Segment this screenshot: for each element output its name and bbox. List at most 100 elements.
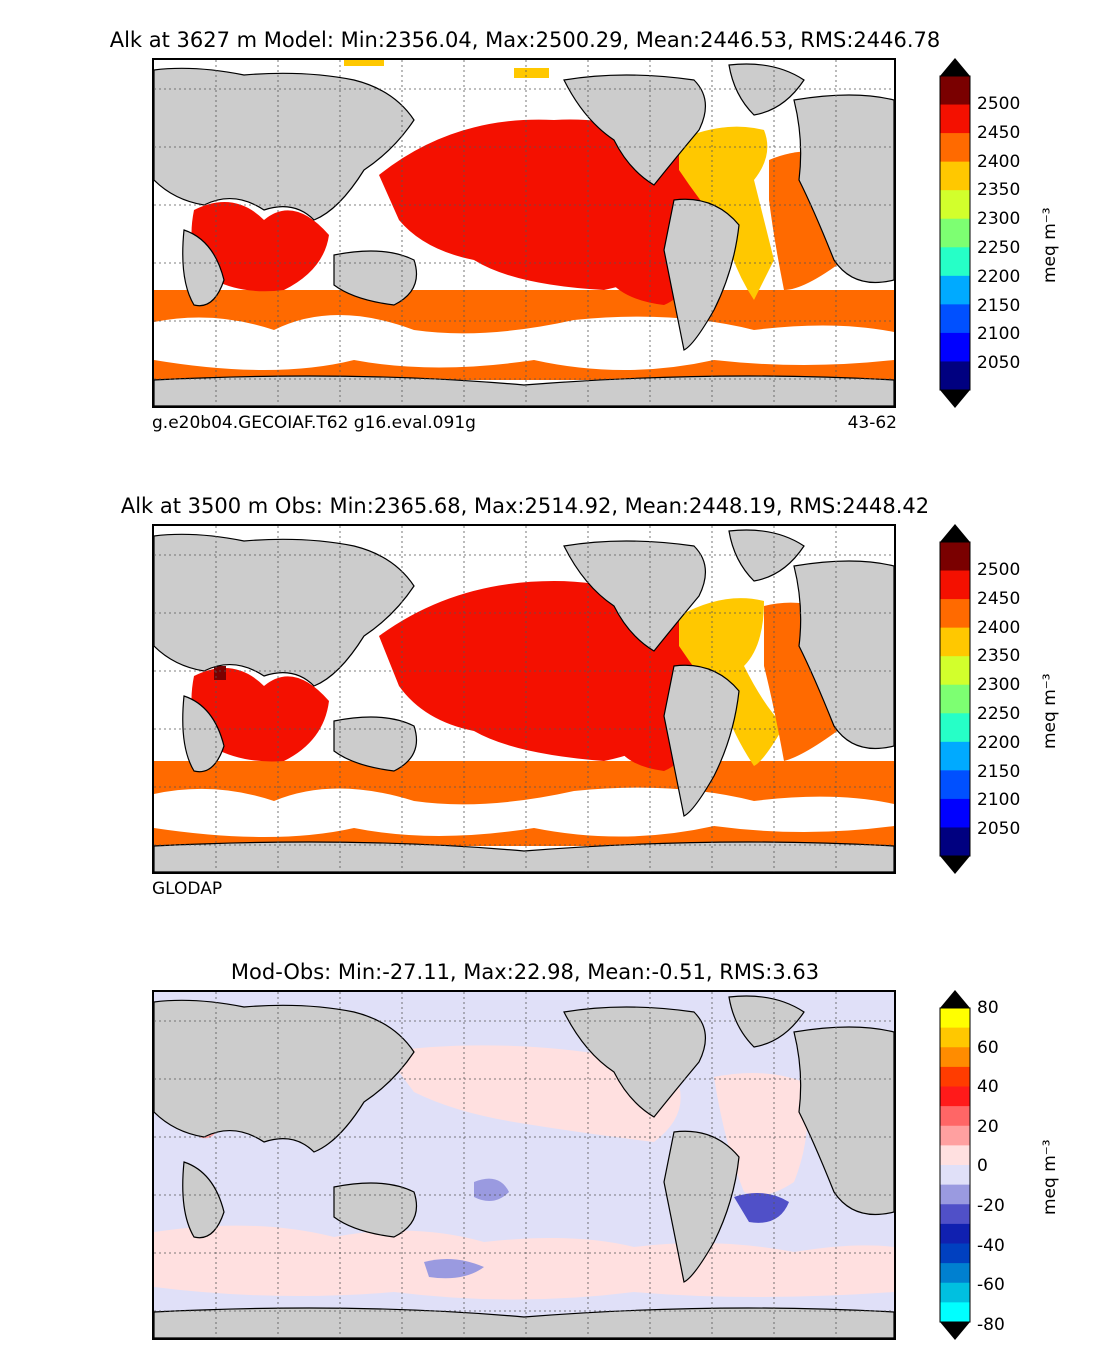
diff-colorbar-segment	[940, 1106, 970, 1127]
diff-colorbar-segment	[940, 1008, 970, 1029]
diff-colorbar-segment	[940, 1086, 970, 1107]
model-caption-years: 43-62	[847, 413, 897, 433]
europe-africa-land	[793, 94, 894, 284]
obs-colorbar-segment	[940, 570, 970, 600]
southern-ocean-gap	[154, 787, 894, 837]
greenland-land	[728, 995, 805, 1048]
model-colorbar-tick-label: 2050	[977, 353, 1021, 374]
obs-colorbar-tick-label: 2400	[977, 617, 1021, 638]
model-colorbar-segment	[940, 133, 970, 163]
south-atlantic-negative	[734, 1193, 789, 1223]
diff-colorbar-segment	[940, 1125, 970, 1146]
antarctica-land	[154, 375, 894, 406]
model-colorbar-tick-label: 2500	[977, 94, 1021, 114]
model-colorbar-segment	[940, 247, 970, 277]
diff-colorbar-tick-label: 40	[977, 1077, 999, 1098]
obs-caption-source: GLODAP	[152, 879, 223, 899]
southern-ocean-gap	[154, 315, 894, 370]
europe-africa-land	[793, 560, 894, 750]
diff-colorbar-svg	[939, 990, 971, 1340]
model-colorbar-frame	[939, 75, 971, 391]
model-colorbar-segment	[940, 76, 970, 106]
diff-colorbar-segment	[940, 1165, 970, 1186]
graticule	[154, 992, 894, 1338]
model-colorbar-tick-label: 2200	[977, 266, 1021, 287]
model-colorbar-tick-label: 2100	[977, 324, 1021, 345]
obs-colorbar-segment	[940, 542, 970, 572]
diff-colorbar-extend-min	[940, 1322, 970, 1340]
model-colorbar-tick-label: 2250	[977, 238, 1021, 258]
eurasia-land	[154, 999, 415, 1153]
model-colorbar-tick-label: 2350	[977, 180, 1021, 201]
model-colorbar-tick-label: 2400	[977, 151, 1021, 172]
diff-colorbar-tick-label: -80	[977, 1314, 1005, 1335]
obs-colorbar-segment	[940, 684, 970, 714]
model-colorbar-tick-label: 2300	[977, 209, 1021, 230]
diff-colorbar-tick-label: -60	[977, 1275, 1005, 1296]
diff-colorbar-unit-label: meq m⁻³	[1040, 1139, 1060, 1215]
north-america-land	[563, 74, 706, 186]
obs-colorbar-tick-label: 2350	[977, 646, 1021, 667]
diff-colorbar-tick-label: 0	[977, 1156, 988, 1177]
obs-colorbar-tick-label: 2450	[977, 588, 1021, 609]
europe-africa-land	[793, 1026, 894, 1216]
diff-colorbar-segment	[940, 1302, 970, 1323]
diff-map-canvas	[154, 992, 894, 1338]
model-map	[152, 58, 896, 408]
graticule	[154, 526, 894, 872]
model-map-title: Alk at 3627 m Model: Min:2356.04, Max:25…	[109, 28, 941, 52]
obs-colorbar-segment	[940, 741, 970, 771]
diff-colorbar-tick-label: 20	[977, 1116, 999, 1137]
obs-colorbar-extend-max	[940, 524, 970, 542]
obs-colorbar-tick-label: 2150	[977, 761, 1021, 782]
eurasia-land	[154, 67, 415, 221]
model-colorbar-segment	[940, 332, 970, 362]
diff-colorbar-segment	[940, 1066, 970, 1087]
model-colorbar-segment	[940, 304, 970, 334]
diff-colorbar-segment	[940, 1145, 970, 1166]
north-america-land	[563, 540, 706, 652]
diff-map-title: Mod-Obs: Min:-27.11, Max:22.98, Mean:-0.…	[230, 960, 820, 984]
diff-colorbar-segment	[940, 1263, 970, 1284]
obs-colorbar-segment	[940, 599, 970, 629]
obs-colorbar-unit-label: meq m⁻³	[1040, 673, 1060, 749]
africa-land	[182, 1161, 225, 1239]
model-colorbar-tick-label: 2150	[977, 295, 1021, 316]
model-colorbar-unit-label: meq m⁻³	[1040, 207, 1060, 283]
model-colorbar-extend-max	[940, 58, 970, 76]
indian-ocean-deep-water	[191, 202, 329, 292]
obs-map-canvas	[154, 526, 894, 872]
australia-land	[333, 250, 418, 306]
indian-ocean-deep-water	[191, 668, 329, 762]
tasman-negative	[474, 1178, 509, 1201]
obs-colorbar-svg	[939, 524, 971, 874]
model-colorbar-segment	[940, 218, 970, 248]
obs-colorbar-tick-label: 2500	[977, 560, 1021, 580]
obs-colorbar-segment	[940, 627, 970, 657]
obs-colorbar-tick-label: 2300	[977, 675, 1021, 696]
africa-land	[182, 229, 225, 307]
obs-colorbar-tick-label: 2200	[977, 732, 1021, 753]
model-map-canvas	[154, 60, 894, 406]
diff-colorbar-segment	[940, 1243, 970, 1264]
southern-negative	[424, 1258, 484, 1279]
obs-colorbar-segment	[940, 770, 970, 800]
model-colorbar-segment	[940, 161, 970, 191]
obs-colorbar-tick-label: 2100	[977, 790, 1021, 811]
diff-colorbar-segment	[940, 1184, 970, 1205]
diff-colorbar-tick-label: 60	[977, 1037, 999, 1058]
obs-colorbar-segment	[940, 656, 970, 686]
south-america-land	[663, 664, 740, 817]
obs-colorbar-tick-label: 2050	[977, 819, 1021, 840]
obs-map	[152, 524, 896, 874]
greenland-land	[728, 63, 805, 116]
model-colorbar-extend-min	[940, 390, 970, 408]
greenland-land	[728, 529, 805, 582]
diff-colorbar-tick-label: 80	[977, 998, 999, 1018]
south-america-land	[663, 198, 740, 351]
obs-colorbar-tick-label: 2250	[977, 704, 1021, 724]
model-colorbar-svg	[939, 58, 971, 408]
diff-colorbar-tick-label: -40	[977, 1235, 1005, 1256]
diff-colorbar-segment	[940, 1223, 970, 1244]
model-colorbar-segment	[940, 361, 970, 391]
